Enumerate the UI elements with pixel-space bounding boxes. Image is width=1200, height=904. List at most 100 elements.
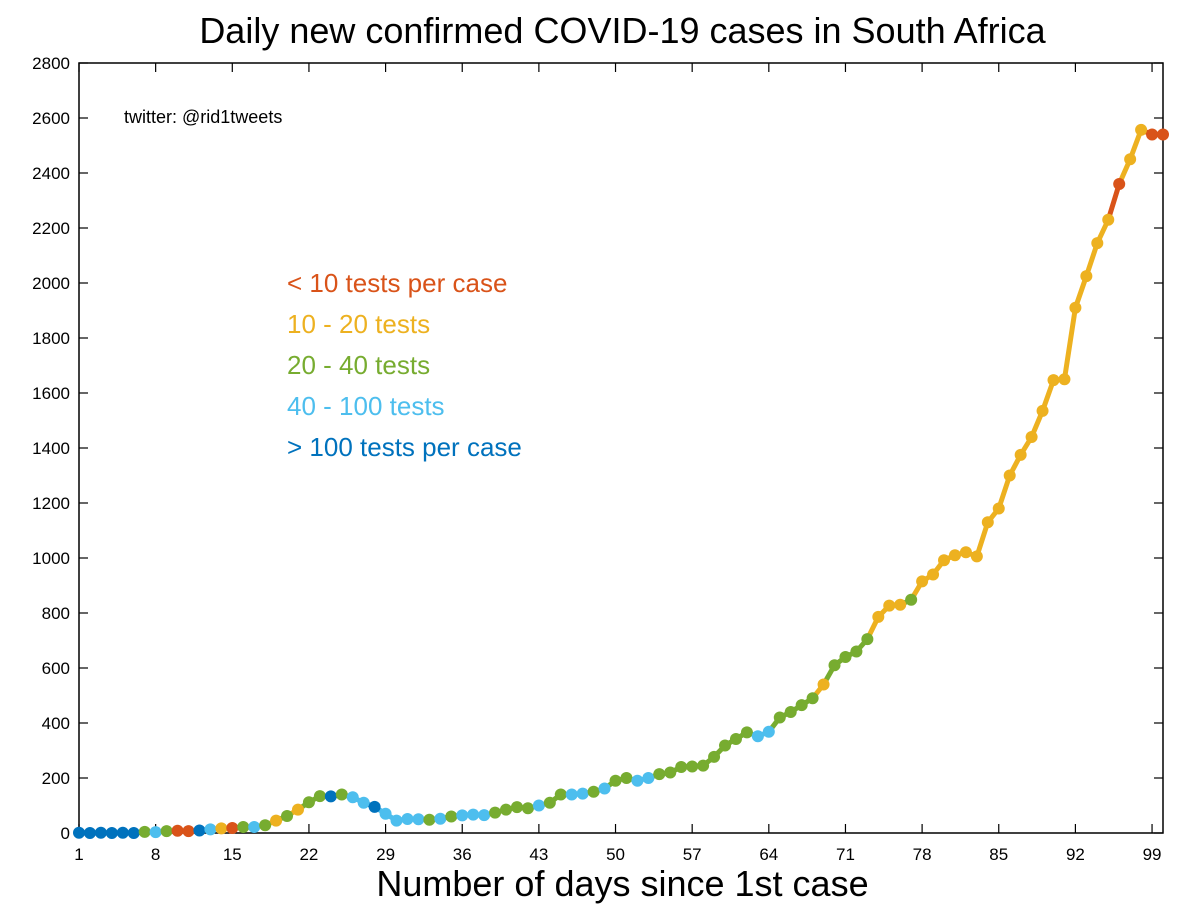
data-point — [314, 790, 326, 802]
data-point — [500, 804, 512, 816]
data-point — [949, 549, 961, 561]
data-point — [993, 503, 1005, 515]
data-point — [1146, 129, 1158, 141]
x-tick-label: 57 — [683, 845, 702, 864]
data-point — [150, 826, 162, 838]
data-point — [697, 760, 709, 772]
data-point — [631, 775, 643, 787]
data-point — [1004, 470, 1016, 482]
data-point — [960, 546, 972, 558]
data-point — [128, 827, 140, 839]
x-tick-label: 29 — [376, 845, 395, 864]
data-point — [237, 821, 249, 833]
data-point — [423, 814, 435, 826]
data-point — [872, 611, 884, 623]
data-point — [544, 797, 556, 809]
data-point — [1069, 302, 1081, 314]
legend-entry-20-40: 20 - 40 tests — [287, 348, 522, 389]
data-point — [818, 679, 830, 691]
data-point — [259, 819, 271, 831]
x-tick-label: 99 — [1143, 845, 1162, 864]
data-point — [982, 516, 994, 528]
data-point — [785, 706, 797, 718]
data-point — [664, 767, 676, 779]
series-lines — [79, 130, 1163, 833]
data-point — [708, 751, 720, 763]
data-point — [566, 789, 578, 801]
data-point — [588, 786, 600, 798]
y-tick-label: 2000 — [32, 274, 70, 293]
series-segment — [1064, 308, 1075, 380]
x-tick-label: 22 — [299, 845, 318, 864]
data-point — [270, 815, 282, 827]
data-point — [1091, 237, 1103, 249]
data-point — [1135, 124, 1147, 136]
data-point — [369, 801, 381, 813]
data-point — [741, 726, 753, 738]
data-point — [303, 796, 315, 808]
y-tick-label: 200 — [42, 769, 70, 788]
y-tick-label: 1000 — [32, 549, 70, 568]
data-point — [1026, 431, 1038, 443]
y-tick-label: 1800 — [32, 329, 70, 348]
data-point — [401, 813, 413, 825]
data-point — [807, 692, 819, 704]
legend-entry-40-100: 40 - 100 tests — [287, 389, 522, 430]
data-point — [971, 550, 983, 562]
data-point — [1048, 374, 1060, 386]
y-tick-label: 1600 — [32, 384, 70, 403]
data-point — [478, 809, 490, 821]
data-point — [905, 594, 917, 606]
data-point — [730, 733, 742, 745]
data-point — [610, 775, 622, 787]
data-point — [412, 813, 424, 825]
y-tick-label: 2600 — [32, 109, 70, 128]
data-point — [434, 813, 446, 825]
data-point — [620, 772, 632, 784]
data-point — [599, 782, 611, 794]
data-point — [938, 554, 950, 566]
x-tick-label: 64 — [759, 845, 778, 864]
x-tick-label: 8 — [151, 845, 160, 864]
data-point — [358, 797, 370, 809]
data-point — [226, 822, 238, 834]
data-point — [467, 809, 479, 821]
data-point — [139, 826, 151, 838]
x-tick-label: 92 — [1066, 845, 1085, 864]
x-axis-label: Number of days since 1st case — [0, 866, 1200, 902]
data-point — [839, 651, 851, 663]
data-point — [796, 699, 808, 711]
data-point — [577, 788, 589, 800]
data-point — [248, 821, 260, 833]
data-point — [686, 760, 698, 772]
x-tick-label: 36 — [453, 845, 472, 864]
y-tick-label: 1400 — [32, 439, 70, 458]
data-point — [511, 801, 523, 813]
data-point — [95, 827, 107, 839]
data-point — [1037, 405, 1049, 417]
data-point — [1102, 214, 1114, 226]
x-tick-label: 43 — [529, 845, 548, 864]
data-point — [555, 789, 567, 801]
x-tick-label: 71 — [836, 845, 855, 864]
data-point — [73, 827, 85, 839]
data-point — [719, 740, 731, 752]
data-point — [1015, 449, 1027, 461]
data-point — [215, 822, 227, 834]
y-tick-label: 2200 — [32, 219, 70, 238]
x-tick-label: 85 — [989, 845, 1008, 864]
legend-entry-10-20: 10 - 20 tests — [287, 307, 522, 348]
data-point — [533, 800, 545, 812]
data-point — [1080, 270, 1092, 282]
y-tick-label: 800 — [42, 604, 70, 623]
data-point — [292, 804, 304, 816]
data-point — [1113, 178, 1125, 190]
series-points — [73, 124, 1169, 839]
x-tick-label: 78 — [913, 845, 932, 864]
data-point — [325, 790, 337, 802]
data-point — [161, 825, 173, 837]
data-point — [84, 827, 96, 839]
data-point — [829, 659, 841, 671]
data-point — [489, 807, 501, 819]
y-tick-label: 1200 — [32, 494, 70, 513]
